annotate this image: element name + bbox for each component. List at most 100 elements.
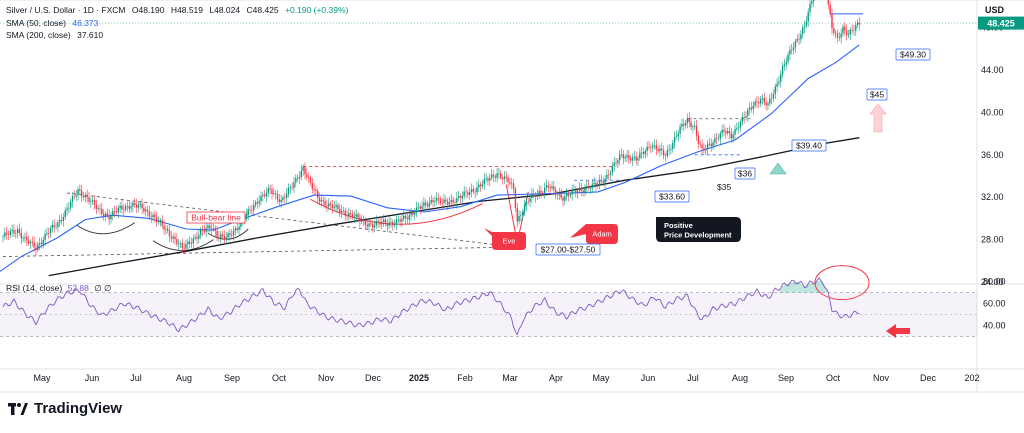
candle-body: [168, 230, 171, 237]
candle-body: [329, 203, 332, 205]
candle-body: [276, 193, 279, 200]
candle-body: [362, 220, 365, 221]
candle-body: [342, 210, 345, 212]
candle-body: [77, 189, 79, 196]
candle-body: [454, 202, 456, 204]
candle-body: [838, 37, 841, 38]
candle-body: [91, 200, 94, 202]
candle-body: [146, 209, 149, 212]
candle-body: [119, 205, 121, 209]
candle-body: [212, 228, 215, 229]
candle-body: [681, 124, 683, 127]
candle-body: [304, 166, 306, 175]
candle-body: [523, 205, 526, 213]
candle-body: [586, 185, 588, 189]
candle-body: [754, 101, 756, 106]
candle-body: [587, 185, 590, 189]
candle-body: [172, 236, 174, 239]
candle-body: [82, 196, 85, 198]
candle-body: [371, 223, 374, 228]
candle-body: [705, 148, 707, 151]
candle-body: [267, 188, 270, 193]
candle-body: [496, 173, 498, 178]
candle-body: [668, 149, 670, 151]
candle-body: [575, 190, 577, 194]
last-price-value: 48.425: [987, 19, 1015, 29]
candle-body: [152, 214, 154, 218]
candle-body: [728, 130, 731, 134]
candle-body: [335, 205, 337, 207]
eve-callout-box: [484, 228, 526, 250]
rsi-extra: ∅ ∅: [94, 283, 112, 293]
candle-body: [467, 192, 469, 195]
candle-body: [141, 203, 143, 209]
candle-body: [159, 220, 162, 221]
sma200-value: 37.610: [77, 30, 104, 40]
candle-body: [531, 193, 533, 199]
candle-body: [104, 213, 107, 216]
candle-body: [322, 200, 324, 201]
candle-body: [346, 215, 348, 217]
last-price-tag: [978, 16, 1024, 30]
candle-body: [617, 160, 619, 164]
time-tick-label: Oct: [272, 373, 287, 383]
candle-body: [245, 214, 248, 220]
candle-body: [794, 40, 797, 48]
candle-body: [57, 222, 59, 227]
candle-body: [840, 33, 842, 38]
candle-body: [326, 205, 328, 207]
candle-body: [232, 230, 235, 236]
candle-body: [703, 148, 705, 151]
candle-body: [686, 117, 689, 124]
candle-body: [101, 208, 103, 215]
candle-body: [163, 225, 165, 230]
ohlc-close: C48.425: [246, 5, 279, 15]
tradingview-logo[interactable]: TradingView: [8, 400, 122, 417]
price-label-27-box: [535, 243, 601, 256]
candle-body: [102, 214, 105, 216]
candle-body: [598, 180, 601, 184]
candle-body: [113, 210, 116, 212]
candle-body: [123, 209, 125, 210]
candle-body: [756, 101, 758, 103]
candle-body: [463, 191, 465, 197]
candle-body: [774, 86, 776, 94]
candle-body: [807, 11, 809, 22]
candle-body: [328, 203, 330, 207]
candle-body: [576, 191, 579, 194]
candle-body: [15, 233, 17, 234]
candle-body: [811, 1, 813, 4]
candle-body: [551, 186, 553, 189]
candle-body: [479, 184, 482, 187]
candle-body: [558, 193, 561, 195]
candle-body: [269, 188, 271, 190]
candle-body: [470, 189, 473, 193]
candle-body: [284, 197, 286, 198]
candle-body: [562, 197, 564, 201]
candle-body: [90, 201, 92, 202]
candle-body: [339, 208, 341, 213]
candle-body: [719, 133, 722, 139]
candle-body: [351, 213, 354, 218]
pattern-arc: [75, 222, 136, 235]
price-label-36-box: [734, 167, 756, 180]
candle-body: [137, 205, 140, 208]
price-label-39-40: $39.40: [796, 141, 822, 151]
candle-body: [225, 237, 227, 240]
candle-body: [44, 233, 46, 240]
candle-body: [448, 201, 451, 205]
candle-body: [60, 220, 63, 221]
candle-body: [121, 205, 123, 210]
rsi-arrow: [886, 324, 910, 338]
candle-body: [170, 236, 173, 239]
candle-body: [602, 181, 604, 183]
candle-body: [350, 213, 352, 214]
candle-body: [315, 189, 317, 192]
ohlc-open: O48.190: [131, 5, 165, 15]
candle-body: [697, 135, 700, 144]
time-tick-label: Jun: [641, 373, 656, 383]
candle-body: [545, 185, 548, 188]
candle-body: [659, 148, 661, 152]
candle-body: [154, 214, 156, 218]
